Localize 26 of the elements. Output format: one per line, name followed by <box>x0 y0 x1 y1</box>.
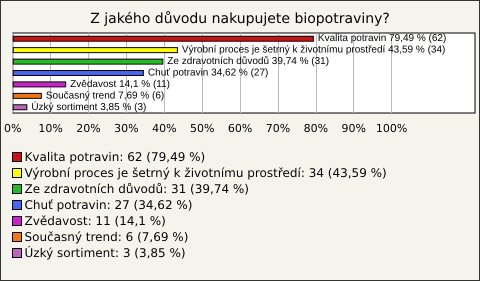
legend-label: Úzký sortiment: 3 (3,85 %) <box>24 245 186 260</box>
data-label: Současný trend 7,69 % (6) <box>46 90 164 102</box>
x-tick-label: 100% <box>376 122 408 135</box>
data-label: Úzký sortiment 3,85 % (3) <box>31 100 146 113</box>
data-label: Výrobní proces je šetrný k životnímu prostředí 43,59 % (34) <box>182 44 446 56</box>
x-tick-label: 0% <box>4 122 22 135</box>
legend-label: Výrobní proces je šetrný k životnímu prostředí: 34 (43,59 %) <box>24 166 387 180</box>
legend-label: Chuť potravin: 27 (34,62 %) <box>24 198 192 212</box>
legend-label: Zvědavost: 11 (14,1 %) <box>24 214 166 228</box>
x-tick-label: 50% <box>190 122 214 135</box>
x-tick-label: 90% <box>342 122 366 135</box>
x-tick-label: 10% <box>38 122 63 135</box>
legend-label: Ze zdravotních důvodů: 31 (39,74 %) <box>24 182 249 196</box>
x-tick-label: 40% <box>152 122 177 135</box>
data-label: Zvědavost 14,1 % (11) <box>70 78 170 90</box>
x-tick-label: 20% <box>76 122 101 135</box>
data-label: Ze zdravotních důvodů 39,74 % (31) <box>167 55 330 68</box>
x-tick-label: 70% <box>266 122 290 135</box>
data-label: Kvalita potravin 79,49 % (62) <box>318 33 446 44</box>
x-tick-label: 80% <box>304 122 328 135</box>
x-tick-label: 60% <box>228 122 252 135</box>
x-tick-label: 30% <box>114 122 139 135</box>
data-label: Chuť potravin 34,62 % (27) <box>148 68 268 78</box>
legend-label: Současný trend: 6 (7,69 %) <box>24 230 188 244</box>
legend-label: Kvalita potravin: 62 (79,49 %) <box>24 150 206 164</box>
chart-title: Z jakého důvodu nakupujete biopotraviny? <box>90 11 390 27</box>
